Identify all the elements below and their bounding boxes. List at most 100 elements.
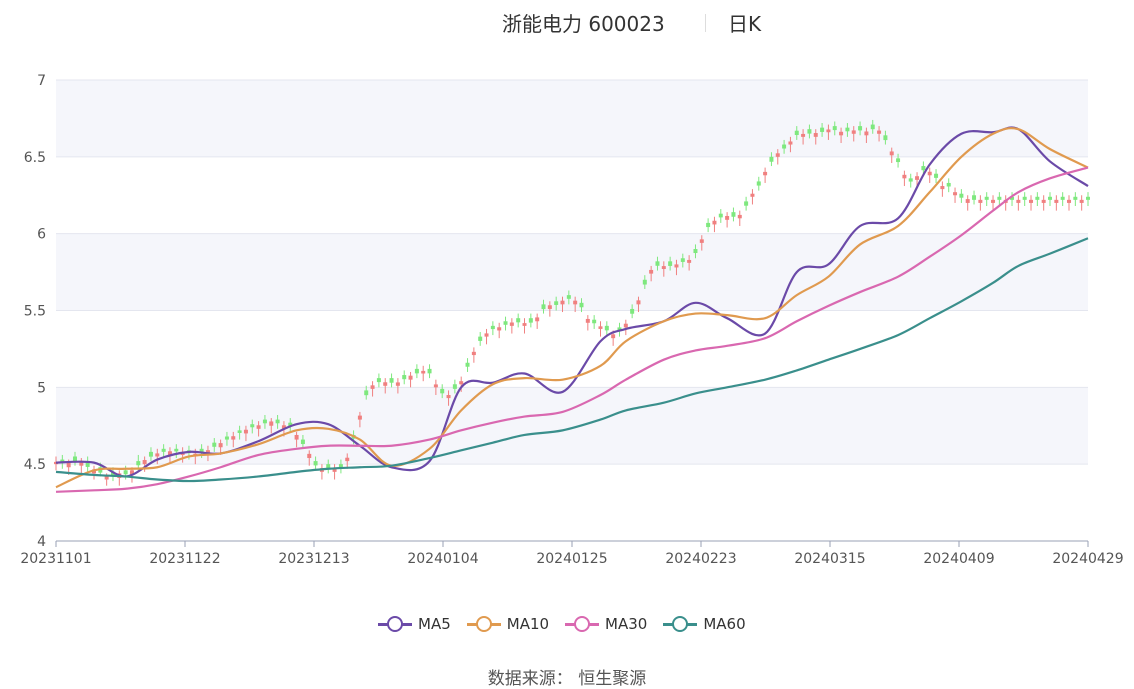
candle-body (725, 215, 730, 220)
ma-line-ma30 (55, 166, 1089, 493)
candle-body (218, 443, 223, 448)
y-tick-label: 4 (37, 534, 46, 550)
candle-body (433, 384, 438, 388)
candle-body (807, 129, 812, 134)
candle-body (421, 370, 426, 374)
source-label: 数据来源： (487, 669, 573, 689)
candle-body (699, 239, 704, 243)
candle-body (294, 434, 299, 440)
candle-body (440, 388, 445, 394)
candle-body (452, 384, 457, 389)
legend-item-ma60[interactable]: MA60 (663, 614, 746, 634)
x-tick-label: 20240409 (923, 551, 994, 567)
candle-body (598, 326, 603, 329)
candle-body (927, 171, 932, 176)
candle-body (110, 471, 115, 477)
x-tick-label: 20240429 (1052, 551, 1123, 567)
x-tick-label: 20231101 (20, 551, 91, 567)
candle-body (668, 261, 673, 266)
candle-body (630, 308, 635, 314)
candle-body (896, 158, 901, 163)
candle-body (1010, 196, 1015, 200)
candle-body (794, 130, 799, 136)
candle-body (199, 448, 204, 453)
x-tick-label: 20240315 (794, 551, 865, 567)
candle-body (1067, 199, 1072, 203)
candle-body (579, 302, 584, 308)
candle-body (940, 186, 945, 190)
candle-body (414, 368, 419, 374)
candle-body (484, 333, 489, 337)
candle-body (864, 131, 869, 136)
candle-body (712, 220, 717, 225)
candle-body (870, 124, 875, 130)
legend-item-ma5[interactable]: MA5 (378, 614, 451, 634)
candle-body (737, 214, 742, 219)
candle-body (731, 212, 736, 217)
candle-body (965, 199, 970, 203)
candle-body (921, 166, 926, 171)
candle-body (129, 470, 134, 475)
candle-body (763, 171, 768, 176)
candle-body (1048, 196, 1053, 200)
candle-body (623, 323, 628, 328)
candle-body (1035, 196, 1040, 200)
x-tick-label: 20231122 (149, 551, 220, 567)
data-source: 数据来源： 恒生聚源 (0, 664, 1134, 689)
candle-body (212, 442, 217, 447)
legend-item-ma10[interactable]: MA10 (466, 614, 550, 634)
candle-body (585, 318, 590, 323)
candle-body (262, 419, 267, 424)
candle-body (167, 451, 172, 455)
legend-label-ma5: MA5 (418, 615, 451, 633)
candle-body (161, 448, 166, 452)
legend-label-ma60: MA60 (703, 615, 746, 633)
candle-body (649, 269, 654, 274)
candle-body (79, 460, 84, 466)
candle-body (522, 323, 527, 326)
legend-marker-ma5-icon (378, 614, 412, 634)
candle-body (661, 266, 666, 270)
plot-band (56, 80, 1088, 157)
candle-body (756, 181, 761, 186)
ma-line-ma60 (55, 237, 1089, 483)
candle-body (364, 390, 369, 396)
legend-item-ma30[interactable]: MA30 (565, 614, 647, 634)
legend-label-ma10: MA10 (506, 615, 550, 633)
candle-body (744, 201, 749, 206)
candle-body (959, 193, 964, 198)
legend-marker-ma60-icon (663, 614, 698, 634)
candle-body (338, 464, 343, 469)
candle-body (946, 182, 951, 187)
candle-body (459, 381, 464, 385)
candle-body (883, 135, 888, 141)
chart-title: 浙能电力 600023 (502, 12, 665, 36)
source-name: 恒生聚源 (578, 669, 647, 689)
candle-body (642, 279, 647, 285)
candle-body (706, 222, 711, 228)
candle-body (446, 395, 451, 399)
candle-body (877, 130, 882, 134)
candle-body (281, 425, 286, 429)
candle-body (839, 131, 844, 136)
candle-body (750, 193, 755, 197)
x-tick-label: 20240104 (407, 551, 478, 567)
y-tick-label: 5 (37, 380, 46, 396)
candle-body (541, 304, 546, 310)
candle-body (85, 462, 90, 467)
candle-body (908, 178, 913, 182)
candle-body (478, 336, 483, 341)
candle-body (611, 334, 616, 339)
candle-body (1029, 199, 1034, 203)
candle-body (1054, 199, 1059, 203)
candle-body (503, 321, 508, 325)
candle-body (395, 382, 400, 386)
candle-body (148, 451, 153, 457)
candle-body (231, 436, 236, 440)
candle-body (528, 318, 533, 323)
candle-body (224, 436, 229, 440)
candle-body (687, 259, 692, 263)
candle-body (984, 196, 989, 200)
